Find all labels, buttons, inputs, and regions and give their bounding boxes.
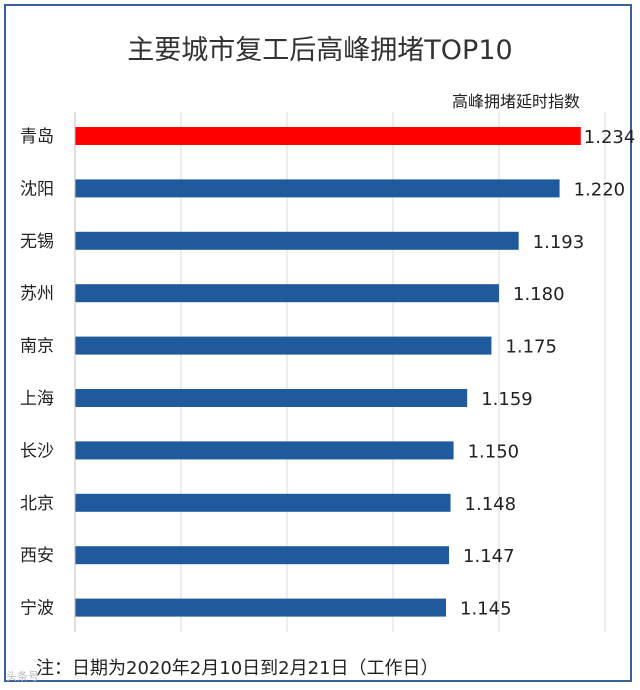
bar: [75, 179, 560, 198]
value-label: 1.145: [460, 599, 512, 620]
category-label: 苏州: [20, 284, 54, 304]
bar: [75, 336, 492, 355]
value-label: 高峰拥堵延时指数: [451, 92, 580, 111]
bar: [75, 493, 451, 512]
value-label: 1.180: [513, 284, 565, 305]
category-label: 沈阳: [20, 179, 54, 199]
bar: [75, 441, 454, 460]
value-label: 1.193: [533, 232, 585, 253]
category-label: 上海: [20, 389, 54, 409]
value-label: 1.234: [584, 127, 636, 148]
bar: [75, 284, 499, 303]
bar: [75, 231, 519, 250]
category-label: 长沙: [20, 441, 54, 461]
watermark: 头条号: [6, 670, 39, 683]
footnote: 注：日期为2020年2月10日到2月21日（工作日）: [36, 658, 439, 679]
chart-title: 主要城市复工后高峰拥堵TOP10: [127, 35, 513, 66]
bar: [75, 598, 446, 617]
value-label: 1.220: [574, 179, 626, 200]
bar: [75, 127, 581, 145]
bar: [75, 389, 468, 407]
category-label: 北京: [20, 494, 54, 514]
value-label: 1.175: [505, 337, 557, 358]
value-label: 1.148: [465, 494, 517, 515]
category-label: 南京: [20, 337, 54, 357]
category-label: 青岛: [20, 127, 54, 147]
category-label: 宁波: [20, 599, 54, 619]
category-label: 无锡: [20, 232, 54, 252]
value-label: 1.150: [468, 441, 520, 462]
bar: [75, 546, 450, 565]
value-label: 1.159: [481, 389, 533, 410]
value-label: 1.147: [463, 546, 515, 567]
category-label: 西安: [20, 546, 54, 566]
